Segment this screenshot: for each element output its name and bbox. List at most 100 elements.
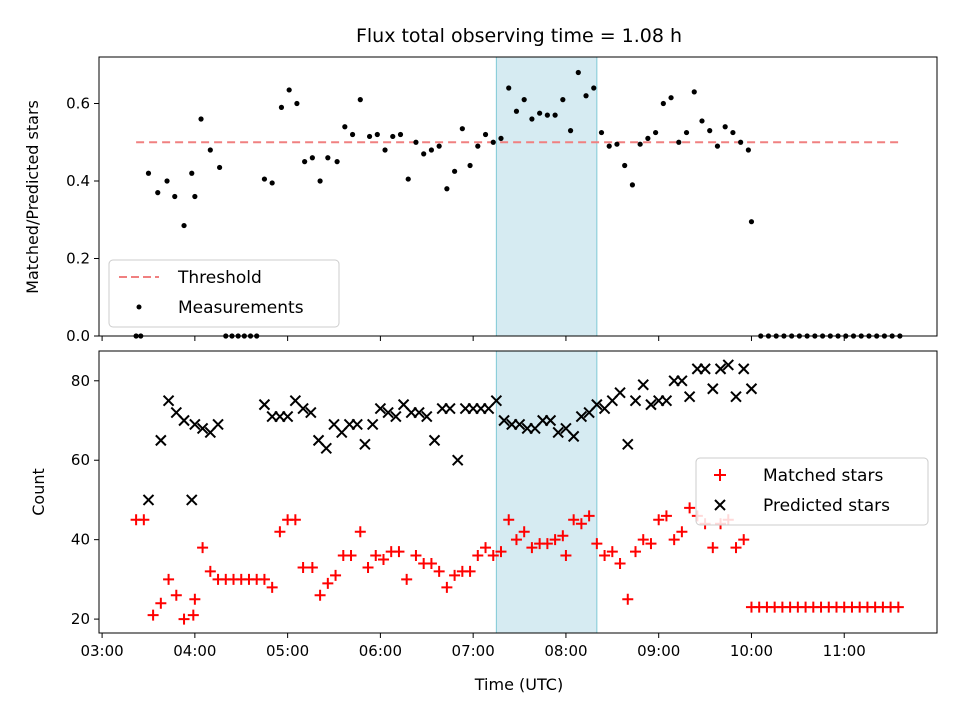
- legend-matched-swatch: [714, 469, 726, 481]
- matched-star-point: [197, 542, 209, 554]
- measurement-point: [560, 97, 566, 103]
- measurement-point: [583, 93, 589, 99]
- matched-star-point: [549, 534, 561, 546]
- measurement-point: [629, 182, 636, 188]
- measurement-point: [261, 176, 268, 182]
- measurement-point: [145, 170, 152, 176]
- measurement-point: [637, 141, 643, 147]
- measurement-point: [413, 139, 419, 145]
- bottom-x-tick-label: 09:00: [637, 642, 680, 660]
- measurement-point: [745, 147, 751, 153]
- matched-star-point: [645, 538, 657, 550]
- measurement-point: [269, 180, 275, 186]
- measurement-point: [622, 162, 628, 169]
- measurement-point: [676, 139, 682, 145]
- matched-star-point: [653, 514, 665, 526]
- bottom-x-tick-label: 03:00: [80, 642, 123, 660]
- predicted-star-point: [196, 422, 209, 435]
- predicted-star-point: [320, 442, 332, 455]
- matched-star-point: [487, 550, 499, 562]
- measurement-point: [216, 164, 223, 171]
- predicted-star-point: [421, 410, 433, 423]
- matched-star-point: [314, 589, 326, 601]
- matched-star-point: [684, 502, 696, 514]
- matched-star-point: [345, 550, 357, 562]
- legend-predicted-label: Predicted stars: [763, 496, 890, 516]
- matched-star-point: [472, 550, 484, 562]
- matched-star-point: [480, 542, 492, 554]
- matched-star-point: [178, 613, 190, 625]
- predicted-star-point: [707, 383, 719, 395]
- measurement-point: [645, 135, 651, 141]
- predicted-star-point: [178, 414, 190, 427]
- measurement-point: [452, 168, 458, 174]
- bottom-x-tick-label: 08:00: [544, 642, 587, 660]
- measurement-point: [537, 110, 543, 116]
- predicted-stars-series: [142, 359, 758, 506]
- predicted-star-point: [142, 494, 155, 506]
- x-axis-label: Time (UTC): [474, 675, 563, 694]
- predicted-star-point: [552, 426, 564, 439]
- predicted-star-point: [366, 418, 379, 431]
- matched-star-point: [526, 542, 538, 554]
- measurement-point: [707, 128, 713, 134]
- top-axes-frame: [98, 56, 938, 337]
- bottom-y-ticks: 20 40 60 80: [71, 372, 99, 628]
- matched-star-point: [606, 546, 618, 558]
- matched-star-point: [568, 514, 580, 526]
- predicted-star-point: [428, 434, 441, 447]
- measurement-point: [278, 104, 285, 110]
- matched-star-point: [495, 546, 507, 558]
- matched-star-point: [147, 609, 159, 621]
- measurement-point: [286, 87, 292, 93]
- matched-star-point: [503, 514, 515, 526]
- measurement-point: [714, 143, 721, 149]
- bottom-legend: Matched stars Predicted stars: [695, 457, 929, 526]
- matched-star-point: [433, 565, 445, 577]
- bottom-y-tick-label: 40: [71, 531, 90, 549]
- predicted-star-point: [637, 379, 649, 391]
- top-panel: 0.0 0.2 0.4 0.6 Matched/Predicted stars Thr…: [23, 56, 938, 345]
- bottom-legend-box: [695, 457, 929, 526]
- bottom-y-tick-label: 20: [71, 610, 90, 628]
- matched-star-point: [510, 534, 522, 546]
- measurement-point: [459, 126, 465, 132]
- matched-star-point: [560, 550, 572, 562]
- matched-star-point: [138, 514, 150, 526]
- predicted-star-point: [513, 418, 526, 431]
- matched-star-point: [297, 561, 309, 573]
- predicted-star-point: [374, 402, 387, 415]
- predicted-star-point: [451, 454, 464, 466]
- measurement-point: [748, 219, 755, 225]
- top-y-tick-label: 0.2: [66, 250, 90, 268]
- legend-predicted-swatch: [714, 499, 726, 511]
- measurement-point: [374, 131, 380, 138]
- measurement-point: [506, 85, 512, 91]
- legend-threshold-label: Threshold: [177, 268, 262, 288]
- bottom-x-tick-label: 10:00: [730, 642, 773, 660]
- predicted-star-point: [591, 398, 603, 411]
- predicted-star-point: [722, 359, 734, 371]
- measurement-point: [207, 147, 213, 153]
- predicted-star-point: [714, 363, 727, 375]
- legend-measurements-label: Measurements: [178, 298, 304, 318]
- measurement-point: [498, 135, 504, 141]
- measurement-point: [668, 95, 674, 101]
- measurement-point: [691, 89, 697, 95]
- measurement-point: [405, 176, 411, 182]
- predicted-star-point: [575, 410, 588, 423]
- matched-star-point: [258, 573, 270, 585]
- measurement-point: [349, 131, 356, 138]
- bottom-x-tick-label: 06:00: [359, 642, 402, 660]
- bottom-x-tick-label: 04:00: [173, 642, 216, 660]
- measurement-point: [164, 178, 170, 184]
- matched-star-point: [591, 538, 603, 550]
- matched-star-point: [541, 538, 553, 550]
- top-y-ticks: 0.0 0.2 0.4 0.6: [66, 95, 99, 345]
- top-y-tick-label: 0.0: [66, 327, 90, 345]
- chart-title: Flux total observing time = 1.08 h: [356, 25, 682, 47]
- measurement-point: [544, 112, 550, 118]
- matched-star-point: [189, 593, 201, 605]
- measurement-point: [294, 100, 300, 107]
